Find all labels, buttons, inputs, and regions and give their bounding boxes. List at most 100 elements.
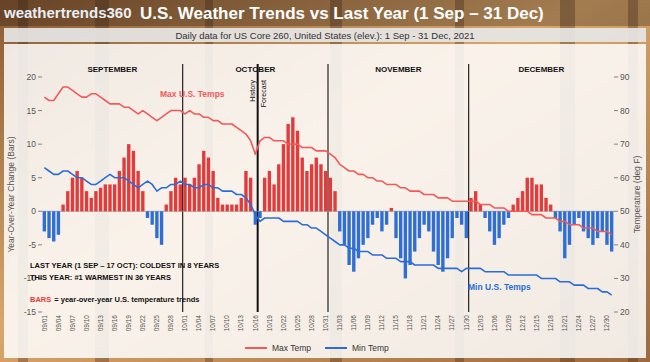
- bar: [526, 178, 529, 212]
- y2-tick: [614, 211, 618, 212]
- x-tick-label: 12/27: [589, 315, 596, 332]
- bar: [563, 211, 566, 258]
- series-label: Min U.S. Temps: [468, 282, 531, 292]
- bar: [80, 178, 83, 212]
- x-tick-label: 10/10: [223, 315, 230, 332]
- y-tick: [38, 77, 42, 78]
- bar: [324, 171, 327, 211]
- bar: [512, 205, 515, 212]
- bar: [554, 211, 557, 218]
- y2-tick-label: 30: [620, 273, 630, 283]
- bar: [366, 211, 369, 238]
- bar: [469, 198, 472, 211]
- bar: [572, 211, 575, 224]
- y2-tick-label: 20: [620, 307, 630, 317]
- bar: [291, 117, 294, 211]
- x-tick-label: 11/09: [364, 315, 371, 331]
- legend-swatch: [245, 347, 267, 349]
- x-tick-label: 12/09: [505, 315, 512, 332]
- x-tick-label: 09/07: [69, 315, 76, 332]
- bar: [216, 198, 219, 211]
- x-tick-label: 09/01: [41, 315, 48, 332]
- bar: [310, 164, 313, 211]
- note: THIS YEAR: #1 WARMEST IN 36 YEARS: [30, 273, 171, 282]
- x-tick-label: 10/19: [266, 315, 273, 332]
- subtitle-band: [4, 28, 646, 42]
- y-tick: [38, 312, 42, 313]
- bar: [465, 211, 468, 238]
- x-tick-label: 11/12: [378, 315, 385, 331]
- x-tick-label: 11/30: [463, 315, 470, 331]
- forecast-divider: [257, 64, 259, 312]
- bar: [315, 158, 318, 212]
- bar: [483, 211, 486, 218]
- bar: [211, 171, 214, 211]
- x-tick-label: 10/07: [209, 315, 216, 332]
- x-tick-label: 11/21: [420, 315, 427, 331]
- y-tick: [38, 110, 42, 111]
- x-tick-label: 09/22: [139, 315, 146, 332]
- y-tick: [38, 244, 42, 245]
- bar: [479, 205, 482, 212]
- x-tick-label: 09/28: [167, 315, 174, 332]
- x-tick-label: 11/18: [406, 315, 413, 331]
- y-tick-label: 20: [27, 72, 37, 82]
- bar: [286, 124, 289, 211]
- bar: [301, 158, 304, 212]
- bars-key: BARS: [30, 295, 51, 304]
- bar: [605, 211, 608, 245]
- x-tick-label: 12/15: [533, 315, 540, 332]
- line-series: [44, 87, 611, 235]
- y2-tick-label: 40: [620, 240, 630, 250]
- bar: [99, 188, 102, 212]
- bar: [61, 205, 64, 212]
- bars-note-text: = year-over-year U.S. temperature trends: [54, 295, 199, 304]
- bars-note: BARS= year-over-year U.S. temperature tr…: [30, 295, 200, 304]
- bar: [535, 184, 538, 211]
- y2-tick: [614, 110, 618, 111]
- bar: [549, 205, 552, 212]
- bar: [230, 205, 233, 212]
- bar: [94, 191, 97, 211]
- bar: [235, 205, 238, 212]
- x-tick-label: 09/25: [153, 315, 160, 332]
- bar: [460, 211, 463, 224]
- bar: [390, 208, 393, 211]
- bar: [188, 184, 191, 211]
- bar: [193, 178, 196, 212]
- bar: [446, 211, 449, 258]
- bar: [352, 211, 355, 271]
- bar: [296, 131, 299, 212]
- bar: [376, 211, 379, 218]
- title: U.S. Weather Trends vs Last Year (1 Sep …: [140, 4, 544, 23]
- bar: [455, 211, 458, 218]
- bar: [277, 164, 280, 211]
- bar: [493, 211, 496, 245]
- bar: [52, 211, 55, 241]
- y2-tick-label: 90: [620, 72, 630, 82]
- x-tick-label: 11/24: [434, 315, 441, 331]
- x-tick-label: 10/16: [252, 315, 259, 332]
- bar: [179, 184, 182, 211]
- y2-tick: [614, 244, 618, 245]
- bar: [71, 178, 74, 212]
- divider-label: History: [249, 80, 257, 102]
- bar: [268, 171, 271, 211]
- month-label: SEPTEMBER: [87, 65, 137, 74]
- y2-axis-title: Temperature (deg F): [632, 156, 642, 234]
- month-label: DECEMBER: [518, 65, 564, 74]
- y-tick-label: 0: [31, 206, 36, 216]
- bar: [418, 211, 421, 238]
- bar: [530, 178, 533, 212]
- legend-label: Min Temp: [352, 343, 389, 353]
- bar: [540, 184, 543, 211]
- note: LAST YEAR (1 SEP – 17 OCT): COLDEST IN 8…: [30, 261, 219, 270]
- x-tick-label: 11/27: [448, 315, 455, 331]
- background: [0, 0, 650, 362]
- bar: [319, 164, 322, 211]
- bar: [568, 211, 571, 245]
- x-tick-label: 11/15: [392, 315, 399, 331]
- bar: [587, 211, 590, 238]
- bar: [380, 211, 383, 231]
- x-tick-label: 11/03: [336, 315, 343, 331]
